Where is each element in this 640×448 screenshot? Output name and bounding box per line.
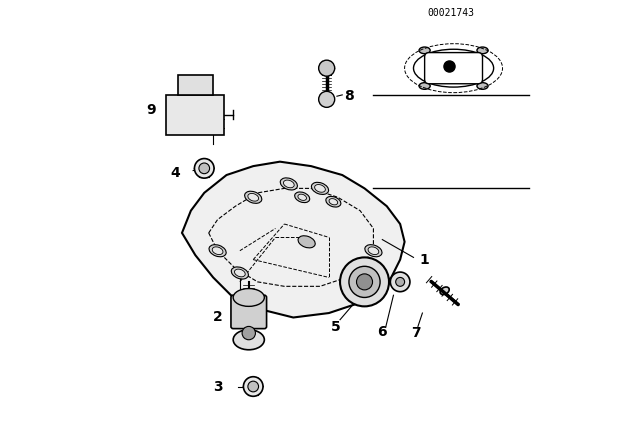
Text: 9: 9 bbox=[146, 103, 156, 116]
Ellipse shape bbox=[298, 194, 307, 200]
Text: 4: 4 bbox=[170, 166, 180, 180]
Text: 6: 6 bbox=[376, 325, 387, 339]
Circle shape bbox=[390, 272, 410, 292]
FancyBboxPatch shape bbox=[177, 75, 213, 95]
Text: 1: 1 bbox=[420, 253, 429, 267]
Ellipse shape bbox=[368, 247, 379, 254]
Circle shape bbox=[199, 163, 209, 174]
Circle shape bbox=[248, 381, 259, 392]
FancyBboxPatch shape bbox=[424, 52, 483, 84]
FancyBboxPatch shape bbox=[231, 295, 267, 329]
FancyBboxPatch shape bbox=[166, 95, 224, 135]
Circle shape bbox=[319, 91, 335, 108]
Ellipse shape bbox=[248, 194, 259, 201]
Ellipse shape bbox=[233, 289, 264, 306]
Ellipse shape bbox=[419, 47, 430, 54]
Ellipse shape bbox=[440, 287, 449, 295]
Ellipse shape bbox=[419, 82, 430, 89]
Circle shape bbox=[195, 159, 214, 178]
Ellipse shape bbox=[298, 236, 316, 248]
Ellipse shape bbox=[294, 192, 310, 202]
Ellipse shape bbox=[234, 269, 245, 277]
Text: 3: 3 bbox=[212, 379, 223, 393]
Text: 00021743: 00021743 bbox=[428, 8, 475, 17]
Circle shape bbox=[356, 274, 372, 290]
Ellipse shape bbox=[346, 274, 356, 281]
Ellipse shape bbox=[284, 180, 294, 188]
Circle shape bbox=[396, 277, 404, 286]
Ellipse shape bbox=[329, 198, 338, 205]
Polygon shape bbox=[182, 162, 404, 318]
Ellipse shape bbox=[477, 47, 488, 54]
Ellipse shape bbox=[365, 245, 382, 257]
Ellipse shape bbox=[413, 49, 493, 87]
Circle shape bbox=[349, 266, 380, 297]
Ellipse shape bbox=[209, 245, 226, 257]
Circle shape bbox=[340, 258, 389, 306]
Ellipse shape bbox=[231, 267, 248, 279]
Ellipse shape bbox=[212, 247, 223, 254]
Circle shape bbox=[242, 327, 255, 340]
Text: 2: 2 bbox=[212, 310, 223, 324]
Ellipse shape bbox=[312, 182, 328, 194]
Text: 8: 8 bbox=[344, 89, 354, 103]
Circle shape bbox=[243, 377, 263, 396]
Ellipse shape bbox=[326, 196, 341, 207]
Ellipse shape bbox=[244, 191, 262, 203]
Ellipse shape bbox=[477, 82, 488, 89]
Ellipse shape bbox=[315, 185, 325, 192]
Circle shape bbox=[319, 60, 335, 76]
Text: 7: 7 bbox=[411, 326, 420, 340]
Ellipse shape bbox=[342, 271, 360, 284]
Ellipse shape bbox=[280, 178, 298, 190]
Ellipse shape bbox=[233, 330, 264, 350]
Text: 5: 5 bbox=[331, 320, 340, 334]
